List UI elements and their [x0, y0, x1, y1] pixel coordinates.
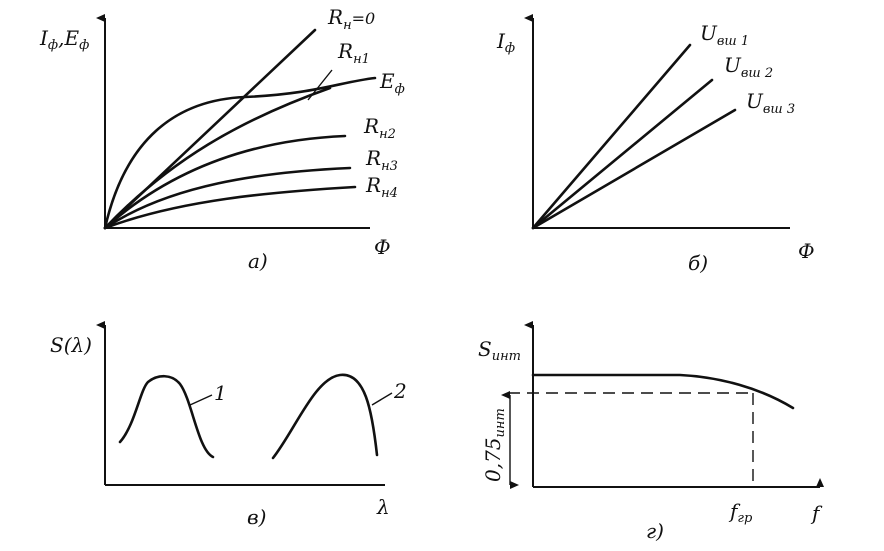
text: инт: [492, 349, 521, 364]
text: R: [337, 39, 353, 63]
curve: [103, 86, 332, 230]
curve: [103, 76, 377, 230]
text: U: [746, 89, 764, 113]
caption: а): [248, 249, 268, 273]
text: 0,75: [481, 437, 505, 482]
curve: [531, 78, 714, 230]
text: ф: [48, 38, 58, 53]
text: ф: [395, 82, 405, 97]
curve-label: Rн4: [365, 173, 398, 201]
panel-c: S(λ) 1 2 λ в): [50, 321, 407, 529]
curve-label: Uвш 1: [700, 21, 749, 49]
text: E: [379, 69, 395, 93]
text: ф: [79, 38, 89, 53]
curve-label: Eф: [379, 69, 405, 97]
y-label: S(λ): [50, 333, 92, 357]
curve: [103, 185, 357, 230]
caption: г): [646, 519, 664, 543]
leader: [189, 394, 213, 406]
panel-a: Iф,Eф Rн=0 Rн1 Eф Rн2 Rн3 Rн4 Ф а): [39, 5, 405, 273]
text: R: [327, 5, 343, 29]
curve: [271, 373, 379, 460]
x-label: f: [810, 501, 823, 525]
text: R: [363, 114, 379, 138]
text: гр: [737, 511, 753, 526]
curve: [531, 43, 692, 230]
text: U: [700, 21, 718, 45]
text: вш 2: [741, 66, 773, 81]
text: ф: [505, 41, 515, 56]
y-label: Sинт: [478, 337, 521, 364]
text: н1: [353, 52, 370, 67]
y-label: Iф: [496, 29, 515, 56]
curve: [103, 166, 352, 230]
curve-label: 1: [214, 381, 227, 405]
curve: [531, 108, 737, 230]
caption: в): [247, 505, 266, 529]
x-label: Ф: [374, 235, 391, 259]
text: I: [496, 29, 506, 53]
text: E: [63, 26, 79, 50]
leader: [371, 392, 393, 406]
text: =0: [352, 9, 376, 28]
x-label: Ф: [798, 239, 815, 263]
curve-label: 2: [393, 379, 407, 403]
text: R: [365, 173, 381, 197]
text: ,: [58, 26, 64, 50]
curve: [118, 374, 215, 459]
text: R: [365, 146, 381, 170]
text: н4: [381, 186, 398, 201]
curve: [103, 134, 347, 230]
curve-label: Rн3: [365, 146, 398, 174]
level-label: 0,75инт: [481, 408, 508, 482]
text: вш 3: [763, 102, 795, 117]
caption: б): [688, 251, 708, 275]
curve-label: Uвш 2: [724, 53, 773, 81]
leader: [307, 69, 333, 101]
cutoff-label: fгр: [728, 499, 753, 526]
curve-label: Rн1: [337, 39, 370, 67]
panel-b: Iф Uвш 1 Uвш 2 Uвш 3 Ф б): [496, 14, 815, 275]
text: н3: [381, 159, 398, 174]
text: н2: [379, 127, 396, 142]
text: н: [343, 18, 352, 33]
text: вш 1: [717, 34, 749, 49]
text: инт: [493, 408, 508, 437]
curve: [531, 373, 795, 410]
y-label: Iф,Eф: [39, 26, 89, 53]
text: I: [39, 26, 49, 50]
curve-label: Rн2: [363, 114, 396, 142]
curve-label: Uвш 3: [746, 89, 795, 117]
panel-d: Sинт 0,75инт fгр f г): [478, 321, 824, 543]
text: S: [478, 337, 492, 361]
x-label: λ: [376, 495, 390, 519]
curve-label: Rн=0: [327, 5, 375, 33]
text: U: [724, 53, 742, 77]
